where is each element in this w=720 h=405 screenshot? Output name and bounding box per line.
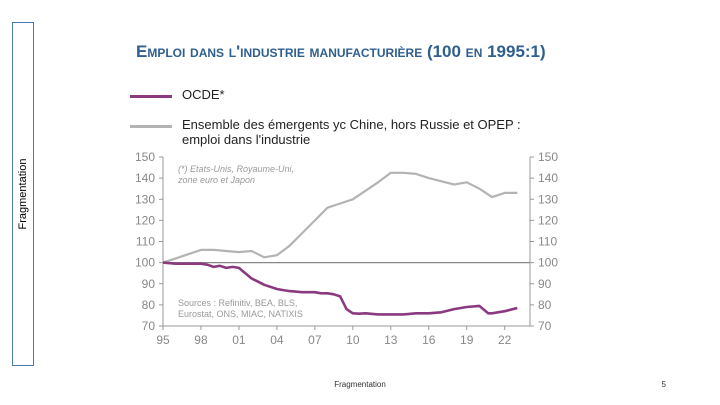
y-tick-label-right: 140	[538, 171, 558, 185]
legend-label-ocde: OCDE*	[182, 87, 225, 102]
chart-title: Emploi dans l'industrie manufacturière (…	[136, 42, 546, 61]
legend-label-emergents-line2: emploi dans l'industrie	[182, 132, 311, 147]
page-number: 5	[661, 380, 666, 389]
x-tick-label: 98	[194, 333, 208, 347]
x-tick-label: 04	[270, 333, 284, 347]
y-tick-label-right: 150	[538, 150, 558, 164]
y-tick-label-right: 100	[538, 256, 558, 270]
annotation-note: (*) Etats-Unis, Royaume-Uni,	[178, 164, 294, 174]
y-tick-label-right: 130	[538, 192, 558, 206]
x-tick-label: 22	[498, 333, 512, 347]
legend-entry-emergents: Ensemble des émergents yc Chine, hors Ru…	[130, 117, 521, 147]
series-line-emergents	[162, 171, 518, 264]
legend-label-emergents: Ensemble des émergents yc Chine, hors Ru…	[182, 117, 521, 147]
y-tick-label-right: 80	[538, 298, 552, 312]
x-tick-label: 01	[232, 333, 246, 347]
legend-swatch-emergents	[130, 125, 172, 128]
annotation-sources: Sources : Refinitiv, BEA, BLS,	[178, 298, 297, 308]
y-tick-label-left: 100	[135, 256, 155, 270]
y-tick-label-left: 120	[135, 213, 155, 227]
footer-label: Fragmentation	[334, 380, 386, 389]
x-tick-label: 10	[346, 333, 360, 347]
y-tick-label-left: 150	[135, 150, 155, 164]
y-tick-label-right: 120	[538, 213, 558, 227]
legend-entry-ocde: OCDE*	[130, 87, 225, 102]
y-tick-label-left: 90	[142, 277, 156, 291]
x-tick-label: 16	[422, 333, 436, 347]
y-tick-label-right: 90	[538, 277, 552, 291]
y-tick-label-left: 70	[142, 319, 156, 333]
x-tick-label: 95	[156, 333, 170, 347]
x-tick-label: 19	[460, 333, 474, 347]
y-tick-label-left: 140	[135, 171, 155, 185]
y-tick-label-left: 110	[136, 235, 155, 249]
legend-label-emergents-line1: Ensemble des émergents yc Chine, hors Ru…	[182, 117, 521, 132]
y-tick-label-right: 70	[538, 319, 552, 333]
y-tick-label-left: 80	[142, 298, 156, 312]
x-tick-label: 07	[308, 333, 322, 347]
sidebar-panel: Fragmentation	[12, 22, 34, 366]
y-tick-label-left: 130	[135, 192, 155, 206]
series-line-ocde	[162, 261, 518, 316]
y-tick-label-right: 110	[538, 235, 557, 249]
legend-swatch-ocde	[130, 95, 172, 98]
annotation-sources: Eurostat, ONS, MIAC, NATIXIS	[178, 309, 303, 319]
x-tick-label: 13	[384, 333, 398, 347]
annotation-note: zone euro et Japon	[177, 175, 255, 185]
